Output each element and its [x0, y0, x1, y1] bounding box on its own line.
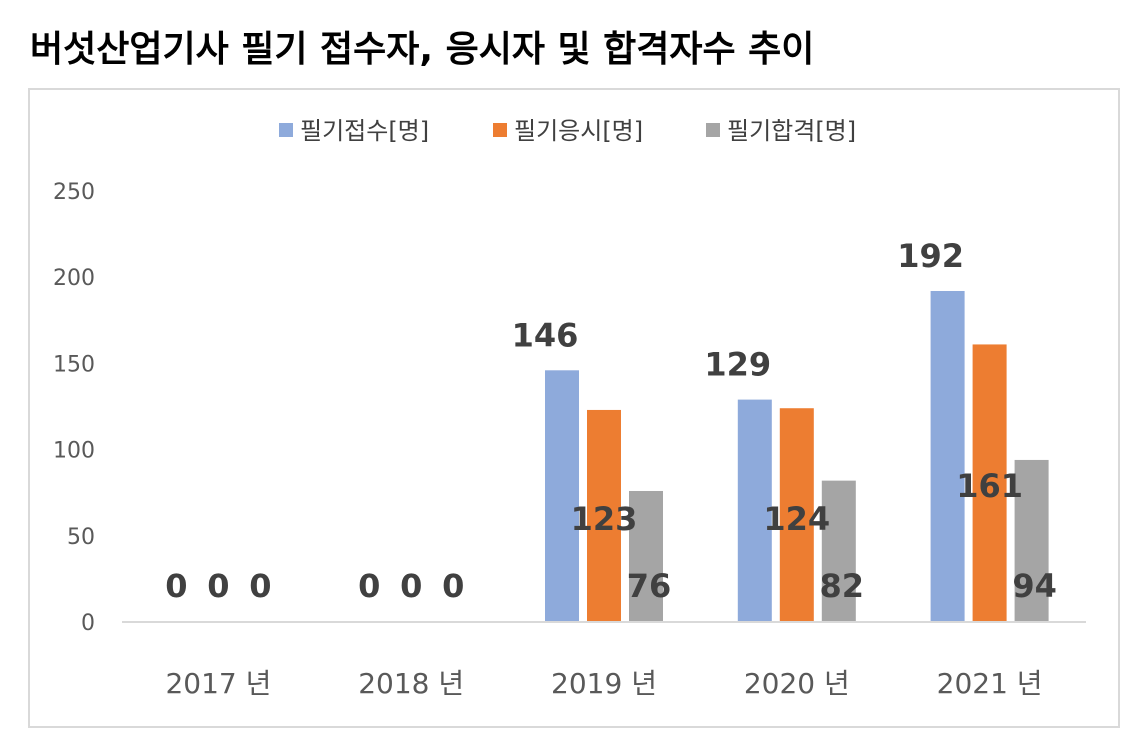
legend-label-2: 필기응시[명]	[514, 117, 643, 145]
data-label: 0	[358, 567, 380, 605]
y-tick-label: 150	[53, 352, 95, 377]
data-label: 146	[512, 316, 579, 354]
data-label: 192	[897, 237, 964, 275]
data-label: 161	[956, 467, 1023, 505]
x-tick-label: 2017 년	[165, 667, 271, 700]
legend-label-3: 필기합격[명]	[727, 117, 856, 145]
legend-swatch-3	[706, 123, 720, 137]
bar-2	[972, 344, 1007, 622]
x-tick-label: 2018 년	[358, 667, 464, 700]
data-label: 94	[1012, 567, 1057, 605]
y-tick-label: 0	[81, 611, 95, 636]
data-label: 0	[442, 567, 464, 605]
legend-label-1: 필기접수[명]	[300, 117, 429, 145]
bars	[545, 290, 1049, 622]
x-axis: 2017 년 2018 년 2019 년 2020 년 2021 년	[122, 621, 1086, 700]
data-label: 129	[704, 346, 771, 384]
y-axis: 0 50 100 150 200 250	[53, 180, 95, 636]
data-label: 0	[400, 567, 422, 605]
bar-1	[545, 370, 579, 622]
x-tick-label: 2020 년	[744, 667, 850, 700]
data-label: 0	[207, 567, 229, 605]
data-label: 0	[249, 567, 271, 605]
y-tick-label: 100	[53, 439, 95, 464]
x-tick-label: 2021 년	[937, 667, 1043, 700]
data-label: 0	[165, 567, 187, 605]
bar-1	[930, 290, 965, 622]
bar-3	[821, 480, 856, 622]
bar-3	[1014, 459, 1049, 622]
data-label: 123	[571, 500, 638, 538]
x-tick-label: 2019 년	[551, 667, 657, 700]
legend: 필기접수[명] 필기응시[명] 필기합격[명]	[279, 117, 856, 145]
bar-2	[779, 408, 814, 622]
y-tick-label: 250	[53, 180, 95, 205]
bar-3	[629, 490, 663, 622]
legend-swatch-2	[493, 123, 507, 137]
y-tick-label: 50	[67, 525, 95, 550]
data-label: 76	[627, 567, 672, 605]
legend-swatch-1	[279, 123, 293, 137]
data-label: 82	[820, 567, 865, 605]
y-tick-label: 200	[53, 266, 95, 291]
bar-2	[587, 409, 621, 622]
bar-1	[737, 399, 772, 622]
chart-title: 버섯산업기사 필기 접수자, 응시자 및 합격자수 추이	[30, 29, 815, 70]
data-label: 124	[763, 500, 830, 538]
